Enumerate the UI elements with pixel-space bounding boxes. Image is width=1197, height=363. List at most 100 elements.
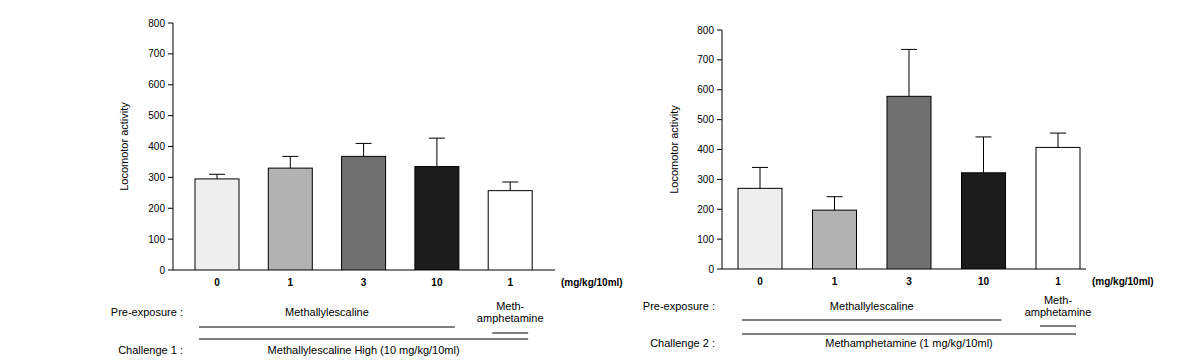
x-tick-label: 10: [978, 276, 990, 287]
y-tick-label: 400: [148, 141, 165, 152]
error-cap: [1050, 133, 1066, 134]
group-line: [492, 333, 528, 334]
group-label-line: amphetamine: [1025, 306, 1092, 318]
bar: [268, 168, 312, 270]
bar: [342, 156, 386, 270]
error-bar: [282, 156, 298, 168]
y-tick-label: 0: [159, 265, 165, 276]
y-tick: [717, 89, 722, 90]
x-tick-label: 0: [757, 276, 763, 287]
x-tick-label: 0: [214, 277, 220, 288]
error-cap: [429, 138, 445, 139]
group-label: Meth-amphetamine: [477, 300, 544, 324]
y-tick-label: 700: [697, 54, 714, 65]
challenge-label: Challenge 2 :: [650, 337, 715, 349]
y-tick: [168, 208, 173, 209]
error-cap: [752, 167, 768, 168]
bar: [887, 96, 931, 269]
error-line: [217, 174, 218, 179]
bar: [488, 191, 532, 270]
y-tick: [717, 269, 722, 270]
y-tick-label: 500: [697, 114, 714, 125]
chart: 0100200300400500600700800Locomotor activ…: [111, 18, 623, 357]
error-cap: [901, 49, 917, 50]
y-tick-label: 600: [697, 84, 714, 95]
y-tick: [168, 177, 173, 178]
y-axis-label: Locomotor activity: [668, 105, 680, 194]
y-tick: [717, 179, 722, 180]
x-tick-label: 1: [832, 276, 838, 287]
challenge-text: Methallylescaline High (10 mg/kg/10ml): [268, 344, 460, 356]
y-tick: [717, 30, 722, 31]
y-tick-label: 500: [148, 110, 165, 121]
error-cap: [502, 182, 518, 183]
y-tick: [168, 115, 173, 116]
group-line: [199, 327, 455, 328]
error-line: [363, 143, 364, 156]
group-label-line: amphetamine: [477, 312, 544, 324]
group-label-line: Methallylescaline: [285, 306, 369, 318]
pre-exposure-label: Pre-exposure :: [111, 306, 183, 318]
error-cap: [356, 143, 372, 144]
y-tick: [717, 209, 722, 210]
bar: [962, 173, 1006, 269]
x-tick-label: 3: [906, 276, 912, 287]
error-line: [983, 137, 984, 173]
pre-exposure-label: Pre-exposure :: [643, 300, 715, 312]
y-tick: [168, 270, 173, 271]
y-tick-label: 300: [697, 174, 714, 185]
y-tick-label: 600: [148, 79, 165, 90]
x-tick-label: 3: [361, 277, 367, 288]
error-bar: [827, 197, 843, 210]
error-cap: [827, 196, 843, 197]
y-tick-label: 200: [697, 204, 714, 215]
bars: [195, 138, 532, 270]
error-cap: [209, 174, 225, 175]
y-tick-label: 100: [148, 234, 165, 245]
error-bar: [209, 174, 225, 179]
group-label: Methallylescaline: [830, 300, 914, 312]
group-label-line: Methallylescaline: [830, 300, 914, 312]
group-line: [1040, 326, 1076, 327]
error-line: [290, 156, 291, 168]
error-bar: [429, 138, 445, 166]
bar: [738, 188, 782, 269]
y-tick: [168, 23, 173, 24]
error-cap: [976, 136, 992, 137]
error-cap: [282, 156, 298, 157]
y-tick: [168, 53, 173, 54]
group-label-line: Meth-: [1044, 294, 1072, 306]
error-bar: [356, 143, 372, 156]
group-label: Methallylescaline: [285, 306, 369, 318]
error-bar: [1050, 133, 1066, 147]
error-bar: [752, 167, 768, 188]
error-line: [510, 182, 511, 191]
y-tick-label: 200: [148, 203, 165, 214]
challenge-line: [742, 334, 1076, 335]
y-tick: [717, 119, 722, 120]
challenge-label: Challenge 1 :: [118, 344, 183, 356]
x-tick-label: 1: [1055, 276, 1061, 287]
error-line: [760, 167, 761, 188]
bar: [813, 210, 857, 269]
y-axis-label: Locomotor activity: [118, 102, 130, 191]
x-unit-label: (mg/kg/10ml): [1092, 276, 1154, 287]
figure: 0100200300400500600700800Locomotor activ…: [0, 0, 1197, 363]
bar: [195, 179, 239, 270]
error-line: [1058, 133, 1059, 147]
y-tick-label: 700: [148, 48, 165, 59]
y-tick: [168, 84, 173, 85]
x-tick-label: 1: [507, 277, 513, 288]
y-tick-label: 0: [708, 264, 714, 275]
group-label: Meth-amphetamine: [1025, 294, 1092, 318]
y-tick-label: 800: [697, 25, 714, 36]
bars: [738, 49, 1080, 269]
y-tick-label: 400: [697, 144, 714, 155]
error-line: [834, 197, 835, 210]
y-tick: [168, 239, 173, 240]
group-line: [742, 320, 1002, 321]
x-unit-label: (mg/kg/10ml): [561, 277, 623, 288]
y-tick: [168, 146, 173, 147]
challenge-line: [199, 339, 528, 340]
chart: 0100200300400500600700800Locomotor activ…: [643, 25, 1154, 350]
